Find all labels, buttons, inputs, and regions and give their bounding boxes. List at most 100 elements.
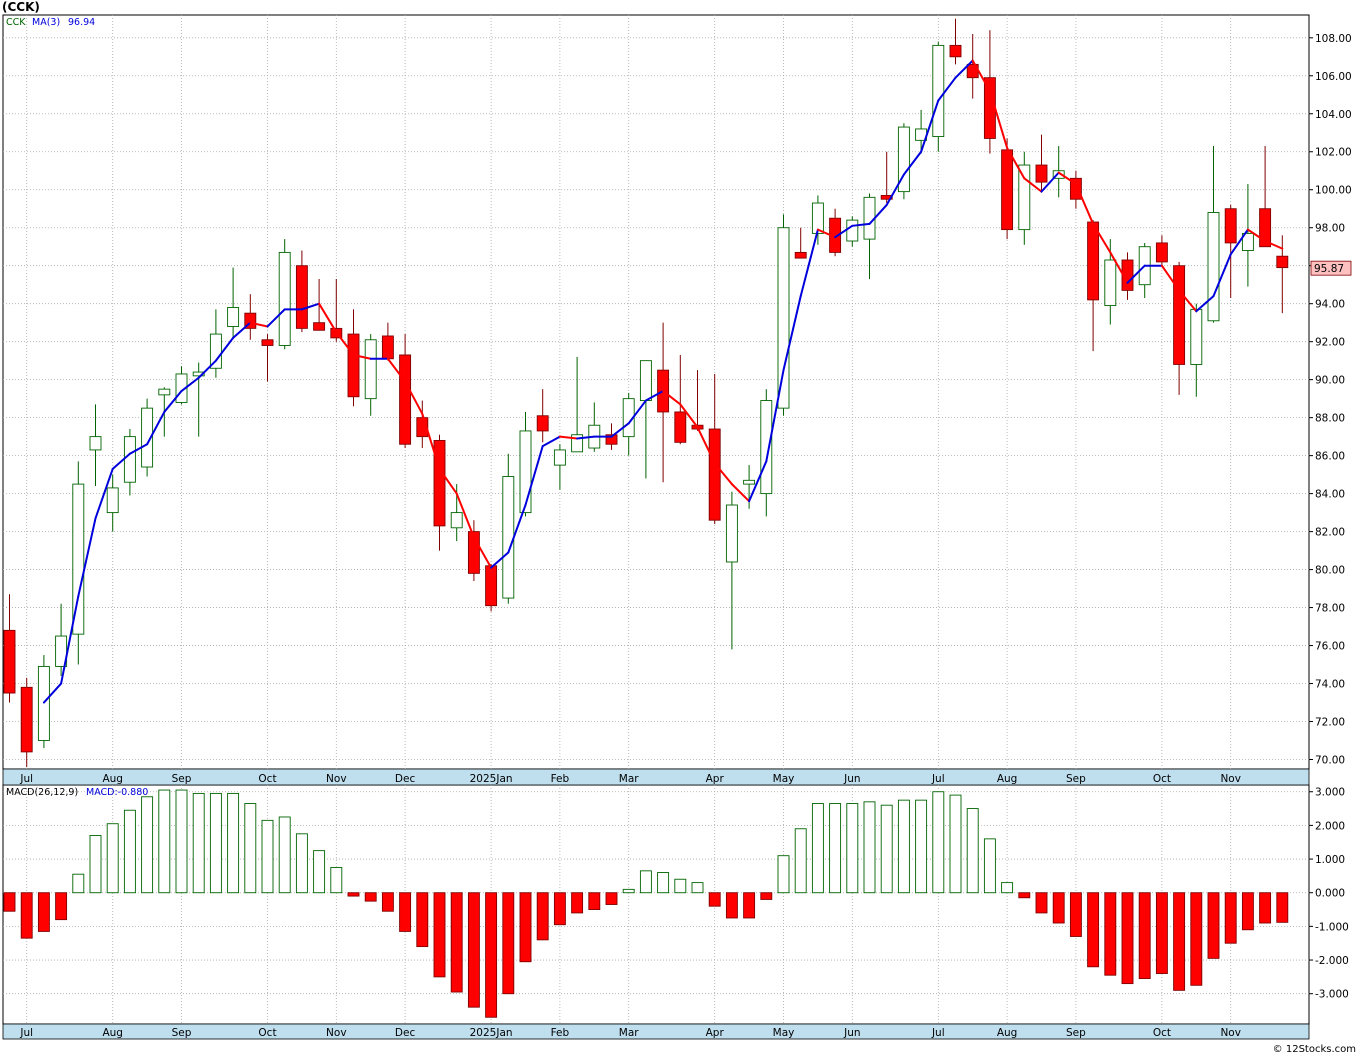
- candle-body: [1241, 232, 1254, 251]
- ma3-segment: [1126, 264, 1146, 284]
- candle-body: [278, 251, 291, 346]
- price-month-label: 2025Jan: [470, 773, 513, 785]
- price-tick-label: 80.00: [1315, 565, 1345, 577]
- ma3-segment: [971, 59, 991, 92]
- candle-body: [1190, 308, 1203, 365]
- ma3-segment: [782, 295, 802, 372]
- macd-tick-label: 3.000: [1315, 787, 1345, 799]
- price-tick-label: 76.00: [1315, 641, 1345, 653]
- macd-bar-negative: [1173, 892, 1186, 991]
- macd-bar-positive: [261, 819, 274, 894]
- ma3-segment: [1178, 289, 1198, 313]
- candle-body: [949, 44, 962, 58]
- macd-bar-positive: [295, 833, 308, 894]
- candle-body: [708, 428, 721, 521]
- candle-body: [158, 388, 171, 396]
- macd-legend-value: MACD:-0.880: [86, 787, 148, 798]
- price-legend-ma-value: 96.94: [68, 17, 95, 28]
- candle-body: [244, 312, 257, 329]
- ma3-segment: [988, 89, 1009, 149]
- candle-body: [261, 339, 274, 346]
- price-month-label: Feb: [551, 773, 570, 785]
- candle-body: [416, 417, 429, 438]
- ma3-segment: [1212, 253, 1232, 298]
- macd-bar-negative: [1052, 892, 1065, 924]
- candle-body: [347, 333, 360, 398]
- macd-bar-positive: [278, 816, 291, 894]
- ma3-segment: [868, 203, 888, 225]
- price-tick-label: 102.00: [1315, 147, 1352, 159]
- ma3-segment: [902, 150, 923, 176]
- price-legend-symbol: CCK: [6, 17, 26, 28]
- macd-tick-label: -2.000: [1315, 955, 1349, 967]
- macd-month-label: Jul: [931, 1027, 945, 1039]
- price-tick-label: 106.00: [1315, 71, 1352, 83]
- macd-bar-positive: [880, 804, 893, 894]
- price-month-label: Aug: [997, 773, 1018, 785]
- ma3-segment: [111, 452, 131, 470]
- price-month-label: Nov: [1220, 773, 1241, 785]
- macd-bar-positive: [897, 799, 910, 894]
- candle-body: [364, 339, 377, 400]
- price-tick-label: 82.00: [1315, 527, 1345, 539]
- candle-body: [846, 219, 859, 242]
- macd-bar-negative: [1224, 892, 1237, 944]
- ma3-segment: [421, 412, 441, 470]
- ma3-segment: [472, 536, 493, 569]
- macd-bar-negative: [364, 892, 377, 902]
- candle-body: [725, 504, 738, 563]
- macd-month-label: Nov: [326, 1027, 347, 1039]
- macd-bar-negative: [347, 892, 360, 897]
- macd-month-label: Oct: [258, 1027, 276, 1039]
- macd-month-label: Mar: [619, 1027, 639, 1039]
- candle-body: [777, 227, 790, 409]
- price-legend-ma: MA(3): [32, 17, 60, 28]
- ma3-segment: [954, 59, 974, 79]
- ma3-segment: [386, 357, 407, 383]
- ma3-segment: [799, 228, 819, 298]
- candle-body: [1069, 177, 1082, 200]
- macd-bar-negative: [381, 892, 394, 912]
- macd-bar-negative: [1104, 892, 1117, 976]
- macd-month-label: Apr: [706, 1027, 725, 1039]
- candle-body: [571, 434, 584, 453]
- ma3-segment: [610, 422, 630, 438]
- ma3-segment: [1264, 240, 1284, 250]
- candle-body: [433, 439, 446, 527]
- candle-body: [1104, 259, 1117, 307]
- price-month-label: Mar: [619, 773, 639, 785]
- macd-tick-label: 1.000: [1315, 854, 1345, 866]
- ma3-segment: [1040, 171, 1060, 193]
- price-tick-label: 94.00: [1315, 299, 1345, 311]
- candle-body: [1035, 164, 1048, 183]
- macd-bar-positive: [966, 808, 979, 894]
- price-month-label: Jul: [931, 773, 945, 785]
- ma3-segment: [335, 331, 355, 356]
- price-tick-label: 88.00: [1315, 413, 1345, 425]
- candle-body: [192, 371, 205, 377]
- macd-bar-positive: [330, 867, 343, 894]
- ma3-segment: [1092, 222, 1112, 254]
- candle-body: [880, 194, 893, 200]
- macd-bar-positive: [192, 792, 205, 894]
- macd-bar-negative: [1276, 892, 1289, 923]
- ma3-segment: [249, 321, 269, 328]
- candle-body: [743, 479, 756, 485]
- macd-tick-label: -1.000: [1315, 921, 1349, 933]
- macd-month-label: Aug: [997, 1027, 1018, 1039]
- ma3-segment: [266, 308, 286, 328]
- ma3-segment: [524, 445, 544, 507]
- macd-bar-negative: [536, 892, 549, 941]
- price-month-label: Oct: [1153, 773, 1171, 785]
- macd-bar-negative: [725, 892, 738, 919]
- candle-body: [399, 354, 412, 445]
- macd-bar-negative: [502, 892, 515, 995]
- macd-bar-positive: [622, 888, 635, 894]
- price-tick-label: 78.00: [1315, 603, 1345, 615]
- macd-tick-label: 2.000: [1315, 820, 1345, 832]
- ma3-segment: [507, 504, 527, 554]
- ma3-segment: [558, 435, 579, 440]
- macd-bar-negative: [588, 892, 601, 910]
- ma3-segment: [816, 228, 837, 239]
- ma3-segment: [885, 173, 905, 206]
